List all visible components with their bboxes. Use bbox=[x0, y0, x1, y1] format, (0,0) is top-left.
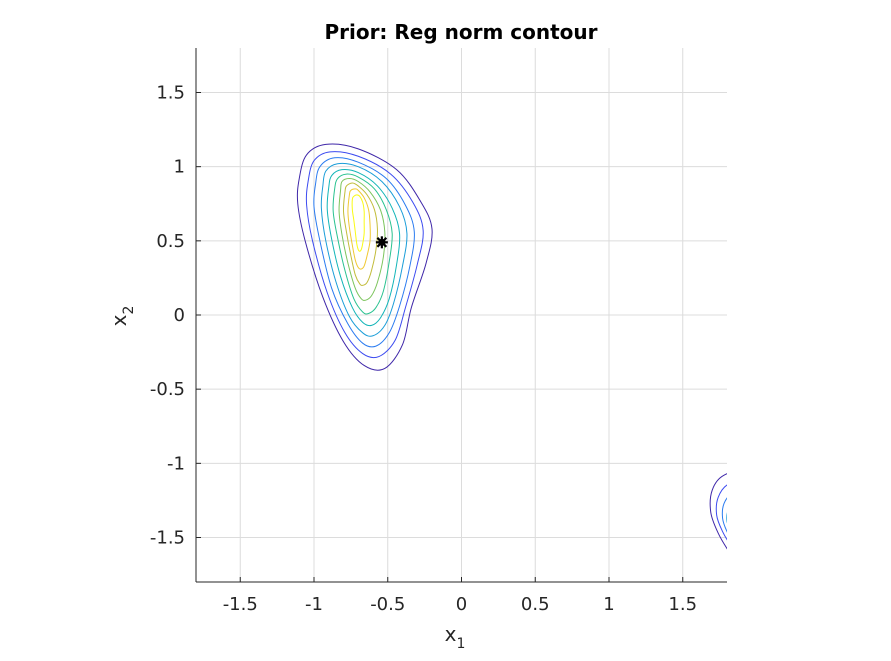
y-tick-label: -0.5 bbox=[150, 379, 185, 400]
contour-line-level-1 bbox=[296, 143, 433, 371]
x-tick-label: -1 bbox=[305, 594, 323, 615]
x-ticks: -1.5 -1 -0.5 0 0.5 1 1.5 bbox=[223, 577, 697, 615]
y-axis-label-main: x bbox=[107, 314, 131, 326]
contour-line-level-2 bbox=[715, 484, 727, 541]
marker-layer bbox=[375, 236, 388, 249]
x-tick-label: 0 bbox=[456, 594, 467, 615]
contour-line-level-2 bbox=[305, 151, 424, 359]
contour-line-level-4 bbox=[726, 512, 727, 524]
y-tick-label: 0.5 bbox=[156, 231, 185, 252]
y-axis-label-subscript: 2 bbox=[121, 306, 137, 315]
contour-line-level-9 bbox=[347, 188, 371, 270]
contour-group-lower-right-peak bbox=[709, 473, 752, 550]
x-tick-label: 1 bbox=[603, 594, 614, 615]
contour-line-level-6 bbox=[332, 173, 393, 315]
contour-line-level-4 bbox=[320, 162, 408, 337]
x-tick-label: 1.5 bbox=[668, 594, 697, 615]
contour-line-level-5 bbox=[731, 507, 752, 543]
contour-line-level-10 bbox=[351, 194, 365, 252]
y-tick-label: -1.5 bbox=[150, 528, 185, 549]
contour-line-level-1 bbox=[709, 473, 727, 550]
contour-line-level-7 bbox=[338, 178, 386, 301]
x-axis-label: x1 bbox=[445, 622, 466, 652]
y-tick-label: -1 bbox=[167, 453, 185, 474]
x-tick-label: -0.5 bbox=[370, 594, 405, 615]
contour-line-level-5 bbox=[326, 169, 401, 327]
chart-title: Prior: Reg norm contour bbox=[324, 20, 597, 44]
x-axis-label-subscript: 1 bbox=[456, 636, 465, 652]
contour-line-level-8 bbox=[342, 182, 378, 286]
y-axis-label: x2 bbox=[107, 306, 137, 327]
point-marker bbox=[375, 236, 388, 249]
contour-line-level-6 bbox=[736, 515, 750, 536]
grid bbox=[196, 48, 727, 582]
y-tick-label: 1 bbox=[174, 157, 185, 178]
contour-group-upper-left-peak bbox=[296, 143, 433, 371]
y-tick-label: 0 bbox=[174, 305, 185, 326]
contour-line-level-3 bbox=[721, 497, 727, 533]
contour-line-level-3 bbox=[313, 157, 415, 348]
contour-layer bbox=[296, 143, 752, 550]
y-ticks: -1.5 -1 -0.5 0 0.5 1 1.5 bbox=[150, 83, 201, 549]
point-marker-stroke bbox=[376, 237, 388, 248]
x-axis-label-main: x bbox=[445, 622, 457, 646]
x-tick-label: 0.5 bbox=[521, 594, 550, 615]
y-tick-label: 1.5 bbox=[156, 83, 185, 104]
x-tick-label: -1.5 bbox=[223, 594, 258, 615]
